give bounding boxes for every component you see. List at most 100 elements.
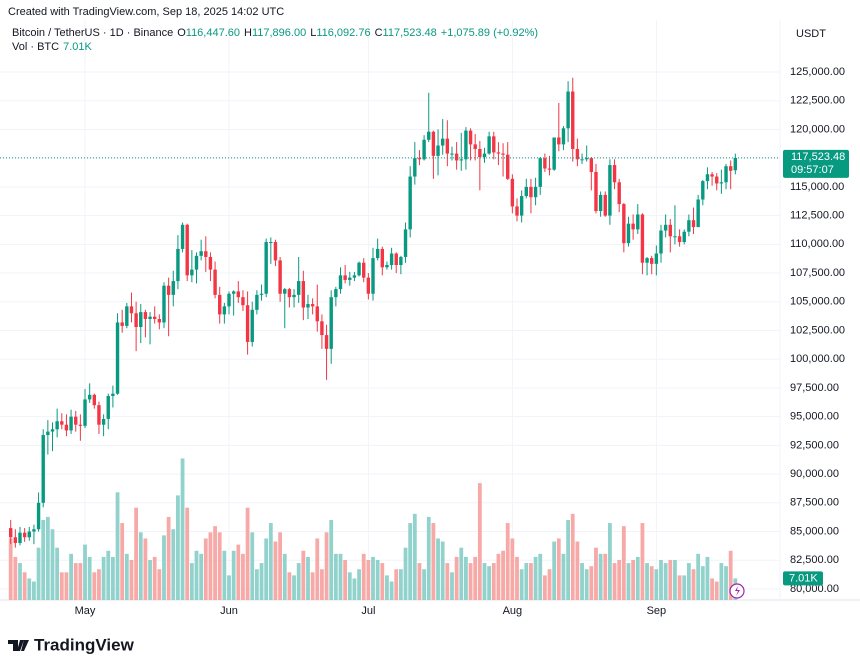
- volume-bar: [120, 523, 125, 600]
- volume-bar: [32, 581, 36, 600]
- y-tick-label: 112,500.00: [790, 210, 844, 222]
- candle-body: [352, 275, 357, 278]
- ohlc-prefix: L: [310, 27, 317, 39]
- volume-bar: [482, 563, 487, 600]
- volume-bar: [515, 556, 519, 600]
- volume-bar: [69, 553, 73, 600]
- candle-body: [78, 424, 83, 426]
- volume-bar: [254, 569, 259, 600]
- candle-body: [650, 258, 654, 264]
- ohlc-prefix: O: [177, 27, 186, 39]
- candle-body: [496, 152, 501, 154]
- ohlc-value: 116,092.76: [316, 27, 371, 39]
- candle-body: [324, 335, 329, 349]
- ohlc-value: 117,523.48: [382, 27, 437, 39]
- volume-bar: [338, 553, 343, 600]
- candle-body: [612, 165, 617, 183]
- volume-title: Vol · BTC: [12, 41, 60, 53]
- volume-bar: [556, 538, 561, 600]
- y-tick-label: 107,500.00: [790, 267, 845, 279]
- candle-body: [259, 293, 264, 295]
- candle-body: [176, 248, 180, 282]
- countdown: 09:57:07: [791, 164, 834, 176]
- candle-body: [557, 137, 561, 145]
- volume-bar: [227, 575, 231, 600]
- volume-bar: [213, 526, 217, 600]
- candle-body: [50, 429, 55, 432]
- last-price-box: [783, 149, 849, 178]
- volume-bar: [199, 553, 204, 600]
- candle-body: [584, 158, 589, 160]
- volume-bar: [22, 572, 27, 600]
- volume-bar: [468, 563, 473, 600]
- volume-bar: [464, 556, 468, 600]
- candle-body: [459, 159, 463, 161]
- change: +1,075.89 (+0.92%): [440, 27, 539, 39]
- volume-bar: [445, 563, 450, 600]
- y-tick-label: 95,000.00: [790, 411, 839, 423]
- volume-bar: [194, 550, 199, 600]
- volume-bar: [8, 538, 13, 600]
- candle-body: [440, 138, 445, 146]
- candle-body: [566, 91, 570, 129]
- candle-body: [190, 269, 194, 276]
- candle-body: [22, 532, 27, 538]
- candle-body: [204, 251, 208, 257]
- candle-body: [636, 214, 640, 230]
- candle-body: [394, 253, 398, 266]
- candle-body: [64, 424, 69, 431]
- candle-body: [640, 214, 645, 263]
- candle-body: [306, 304, 310, 308]
- candle-body: [162, 285, 166, 323]
- volume-bar: [566, 520, 570, 600]
- candle-body: [543, 158, 547, 169]
- candle-body: [227, 293, 231, 307]
- candle-body: [645, 258, 649, 263]
- volume-bar: [431, 523, 436, 600]
- alert-icon[interactable]: [729, 583, 745, 599]
- volume-bar: [696, 553, 701, 600]
- volume-bar: [324, 532, 329, 600]
- volume-bar: [719, 563, 724, 600]
- volume-bar: [166, 516, 171, 600]
- candle-body: [120, 322, 124, 326]
- x-tick-label: Sep: [647, 605, 667, 617]
- volume-bar: [561, 553, 566, 600]
- y-tick-label: 102,500.00: [790, 324, 845, 336]
- candle-body: [185, 224, 189, 276]
- volume-bar: [533, 556, 538, 600]
- candle-body: [715, 176, 719, 184]
- volume-value: 7.01K: [63, 41, 92, 53]
- volume-bar: [598, 553, 603, 600]
- candle-body: [631, 223, 635, 230]
- currency[interactable]: USDT: [796, 28, 826, 40]
- candle-body: [728, 166, 733, 171]
- candles: [9, 77, 738, 548]
- candle-body: [255, 294, 259, 310]
- candle-body: [296, 281, 301, 295]
- volume-bar: [278, 532, 283, 600]
- candle-body: [552, 137, 556, 170]
- ohlc-value: 116,447.60: [185, 27, 241, 39]
- volume-bar: [631, 560, 636, 600]
- icon-bolt: [735, 586, 740, 596]
- candle-body: [668, 224, 672, 237]
- volume-bar: [273, 541, 278, 600]
- candle-body: [603, 194, 607, 216]
- candle-body: [69, 416, 73, 431]
- volume-bar: [347, 572, 352, 600]
- volume-bar: [459, 547, 464, 600]
- volume-bar: [594, 547, 598, 600]
- candle-body: [482, 153, 487, 158]
- volume-bar: [59, 572, 64, 600]
- volume-bar: [152, 556, 157, 600]
- volume-bar: [301, 550, 306, 600]
- last-price-label: 117,523.48: [791, 151, 845, 163]
- candle-body: [389, 253, 394, 266]
- grid: [0, 20, 780, 600]
- volume-bar: [603, 553, 608, 600]
- candle-body: [431, 131, 436, 156]
- candle-body: [399, 256, 403, 266]
